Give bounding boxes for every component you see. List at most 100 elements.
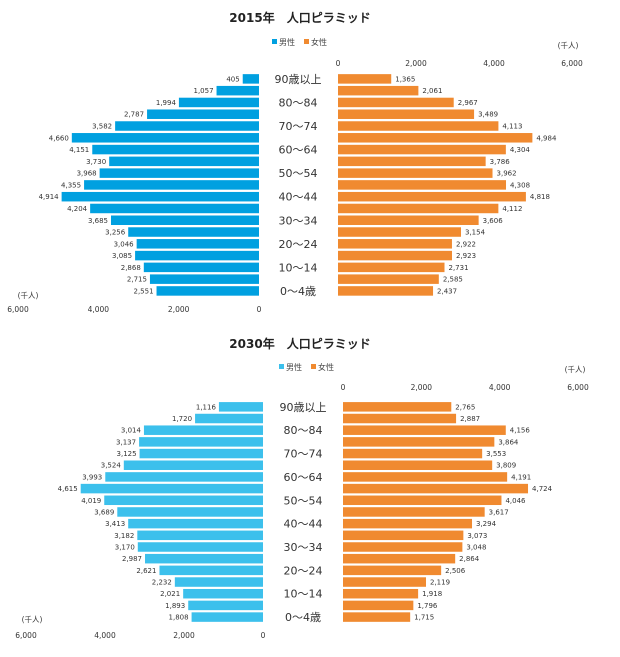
data-label-female: 2,887 xyxy=(460,415,480,423)
bar-male xyxy=(136,239,259,249)
bar-female xyxy=(338,262,445,273)
data-label-male: 3,014 xyxy=(121,427,142,435)
data-label-female: 2,119 xyxy=(430,579,450,587)
bar-female xyxy=(343,448,483,459)
data-label-female: 3,073 xyxy=(467,532,487,540)
bar-female xyxy=(343,507,485,517)
data-label-female: 1,796 xyxy=(417,602,438,610)
data-label-male: 4,615 xyxy=(58,485,78,493)
data-label-male: 2,551 xyxy=(133,287,153,295)
x-tick-label-left: 6,000 xyxy=(15,631,37,640)
data-label-female: 2,506 xyxy=(445,567,466,575)
bar-female xyxy=(338,250,452,261)
legend-label-male: 男性 xyxy=(279,37,295,47)
legend-label-male: 男性 xyxy=(286,362,302,372)
bar-female xyxy=(338,121,499,131)
data-label-male: 1,116 xyxy=(196,403,217,411)
axis-unit-left: (千人) xyxy=(18,290,39,300)
data-label-female: 4,308 xyxy=(510,181,530,189)
x-tick-label-left: 0 xyxy=(257,305,262,314)
data-label-female: 3,553 xyxy=(486,450,506,458)
data-label-male: 3,046 xyxy=(114,240,135,248)
data-label-female: 3,786 xyxy=(490,158,511,166)
bar-male xyxy=(195,413,263,424)
bar-male xyxy=(117,507,263,517)
bar-female xyxy=(343,518,473,529)
data-label-female: 2,061 xyxy=(422,87,442,95)
age-category-label: 60～64 xyxy=(284,471,323,484)
x-tick-label-left: 6,000 xyxy=(7,305,29,314)
data-label-female: 4,112 xyxy=(502,205,522,213)
data-label-male: 1,994 xyxy=(156,99,177,107)
data-label-female: 1,715 xyxy=(414,614,434,622)
age-category-label: 70～74 xyxy=(279,120,318,133)
bar-female xyxy=(338,215,479,225)
age-category-label: 20～24 xyxy=(279,238,318,251)
x-tick-label-left: 2,000 xyxy=(168,305,190,314)
data-label-male: 3,993 xyxy=(82,473,102,481)
data-label-female: 4,046 xyxy=(505,497,526,505)
data-label-male: 4,660 xyxy=(49,134,69,142)
data-label-male: 3,182 xyxy=(114,532,134,540)
legend-label-female: 女性 xyxy=(311,37,327,47)
data-label-female: 2,437 xyxy=(437,287,457,295)
data-label-female: 2,967 xyxy=(458,99,478,107)
bar-female xyxy=(343,460,493,470)
data-label-male: 2,621 xyxy=(136,567,156,575)
bar-female xyxy=(338,274,439,284)
data-label-female: 2,585 xyxy=(443,276,463,284)
bar-male xyxy=(137,530,263,541)
bar-male xyxy=(104,495,263,506)
age-category-label: 0～4歳 xyxy=(285,611,321,624)
x-tick-label-right: 2,000 xyxy=(405,59,427,68)
age-category-label: 70～74 xyxy=(284,448,323,461)
data-label-male: 1,893 xyxy=(165,602,185,610)
data-label-male: 3,085 xyxy=(112,252,132,260)
bar-male xyxy=(109,156,259,167)
data-label-male: 3,125 xyxy=(117,450,137,458)
data-label-female: 3,809 xyxy=(496,462,516,470)
data-label-female: 3,489 xyxy=(478,111,498,119)
bar-female xyxy=(343,413,457,424)
bar-female xyxy=(343,588,419,599)
data-label-male: 3,582 xyxy=(92,123,112,131)
age-category-label: 10～14 xyxy=(279,261,318,274)
bar-female xyxy=(338,97,454,108)
bar-female xyxy=(338,133,533,143)
age-category-label: 50～54 xyxy=(279,167,318,180)
data-label-female: 4,304 xyxy=(510,146,531,154)
x-tick-label-right: 0 xyxy=(336,59,341,68)
x-tick-label-left: 4,000 xyxy=(88,305,110,314)
bar-female xyxy=(343,483,529,494)
bar-female xyxy=(343,472,508,482)
bar-male xyxy=(128,518,263,529)
data-label-female: 1,365 xyxy=(395,75,415,83)
axis-unit-left: (千人) xyxy=(22,614,43,624)
bar-male xyxy=(90,203,259,214)
age-category-label: 40～44 xyxy=(279,191,318,204)
x-tick-label-right: 0 xyxy=(341,383,346,392)
x-tick-label-left: 0 xyxy=(261,631,266,640)
data-label-female: 4,191 xyxy=(511,473,531,481)
age-category-label: 40～44 xyxy=(284,518,323,531)
bar-female xyxy=(343,495,502,506)
bar-female xyxy=(343,600,414,611)
bar-female xyxy=(343,542,463,552)
bar-male xyxy=(143,262,259,273)
data-label-male: 4,914 xyxy=(39,193,60,201)
bar-female xyxy=(343,612,411,622)
data-label-female: 4,724 xyxy=(532,485,553,493)
data-label-male: 2,021 xyxy=(160,590,180,598)
bar-male xyxy=(174,577,263,587)
data-label-female: 3,962 xyxy=(497,170,517,178)
data-label-male: 2,987 xyxy=(122,555,142,563)
data-label-male: 4,019 xyxy=(81,497,101,505)
age-category-label: 90歳以上 xyxy=(275,73,322,86)
data-label-female: 3,154 xyxy=(465,229,486,237)
bar-female xyxy=(343,530,464,541)
bar-male xyxy=(128,227,259,237)
data-label-male: 1,808 xyxy=(169,614,189,622)
data-label-male: 4,151 xyxy=(69,146,89,154)
bar-male xyxy=(218,402,263,412)
